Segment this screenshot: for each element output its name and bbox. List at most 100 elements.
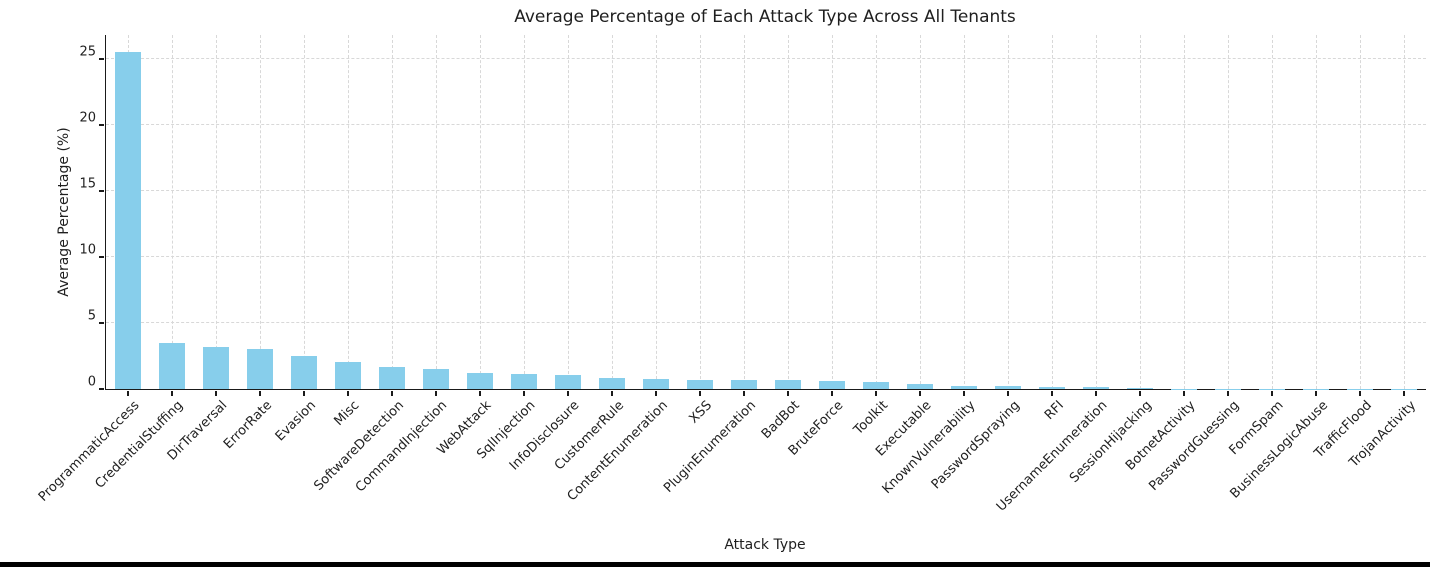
v-gridline bbox=[1008, 35, 1009, 389]
bar-CommandInjection bbox=[423, 369, 449, 389]
h-gridline bbox=[106, 321, 1426, 323]
x-tick-mark bbox=[171, 390, 173, 396]
v-gridline bbox=[436, 35, 437, 389]
h-gridline bbox=[106, 189, 1426, 191]
x-tick-mark bbox=[391, 390, 393, 396]
bar-ErrorRate bbox=[247, 349, 273, 389]
bar-CredentialStuffing bbox=[159, 342, 185, 389]
x-tick-mark bbox=[435, 390, 437, 396]
v-gridline bbox=[524, 35, 525, 389]
bottom-rule bbox=[0, 562, 1430, 567]
x-tick-mark bbox=[831, 390, 833, 396]
bar-SessionHijacking bbox=[1127, 388, 1153, 389]
plot-area: 0 5 10 15 20 25 ProgrammaticAccess CredentialSt… bbox=[36, 35, 1426, 515]
bar-KnownVulnerability bbox=[951, 385, 977, 389]
x-axis-label: Attack Type bbox=[724, 537, 806, 553]
x-tick-mark bbox=[347, 390, 349, 396]
v-gridline bbox=[392, 35, 393, 389]
chart-title: Average Percentage of Each Attack Type A… bbox=[514, 7, 1016, 27]
x-tick-mark bbox=[787, 390, 789, 396]
y-tick-mark bbox=[99, 388, 105, 390]
y-tick-mark bbox=[99, 123, 105, 126]
bar-PasswordSpraying bbox=[995, 386, 1021, 389]
x-tick-mark bbox=[259, 390, 261, 396]
bar-Toolkit bbox=[863, 381, 889, 389]
bar-InfoDisclosure bbox=[555, 375, 581, 389]
v-gridline bbox=[480, 35, 481, 389]
bar-WebAttack bbox=[467, 373, 493, 389]
v-gridline bbox=[1140, 35, 1141, 389]
y-tick-mark bbox=[99, 322, 105, 324]
x-tick-mark bbox=[479, 390, 481, 396]
v-gridline bbox=[964, 35, 965, 389]
v-gridline bbox=[920, 35, 921, 389]
x-tick-mark bbox=[963, 390, 965, 396]
x-tick-mark bbox=[1227, 390, 1229, 396]
v-gridline bbox=[216, 35, 217, 389]
v-gridline bbox=[1184, 35, 1185, 389]
bar-Misc bbox=[335, 361, 361, 389]
bar-DirTraversal bbox=[203, 346, 229, 389]
h-gridline bbox=[106, 255, 1426, 257]
y-tick-label: 20 bbox=[79, 110, 96, 126]
y-tick-mark bbox=[99, 57, 105, 60]
v-gridline bbox=[700, 35, 701, 389]
bar-RFI bbox=[1039, 386, 1065, 389]
x-tick-mark bbox=[611, 390, 613, 396]
v-gridline bbox=[832, 35, 833, 389]
bar-Evasion bbox=[291, 355, 317, 389]
x-tick-mark bbox=[1359, 390, 1361, 396]
bar-XSS bbox=[687, 379, 713, 389]
x-tick-mark bbox=[875, 390, 877, 396]
bar-ProgrammaticAccess bbox=[115, 52, 141, 389]
v-gridline bbox=[876, 35, 877, 389]
h-gridline bbox=[106, 57, 1426, 59]
bar-BruteForce bbox=[819, 381, 845, 389]
bar-ContentEnumeration bbox=[643, 378, 669, 389]
bar-SqlInjection bbox=[511, 374, 537, 389]
y-tick-label: 25 bbox=[79, 44, 96, 60]
x-tick-mark bbox=[215, 390, 217, 396]
bar-BadBot bbox=[775, 380, 801, 389]
bar-CustomerRule bbox=[599, 377, 625, 389]
v-gridline bbox=[172, 35, 173, 389]
v-gridline bbox=[1360, 35, 1361, 389]
v-gridline bbox=[348, 35, 349, 389]
x-tick-mark bbox=[699, 390, 701, 396]
x-tick-mark bbox=[523, 390, 525, 396]
x-tick-mark bbox=[1095, 390, 1097, 396]
v-gridline bbox=[568, 35, 569, 389]
x-tick-mark bbox=[303, 390, 305, 396]
y-tick-mark bbox=[99, 256, 105, 258]
v-gridline bbox=[1272, 35, 1273, 389]
x-tick-mark bbox=[919, 390, 921, 396]
y-tick-mark bbox=[99, 189, 105, 192]
v-gridline bbox=[744, 35, 745, 389]
y-axis-label: Average Percentage (%) bbox=[56, 127, 72, 297]
x-tick-mark bbox=[567, 390, 569, 396]
x-tick-mark bbox=[1051, 390, 1053, 396]
bar-PluginEnumeration bbox=[731, 379, 757, 389]
v-gridline bbox=[1052, 35, 1053, 389]
x-tick-mark bbox=[1403, 390, 1405, 396]
v-gridline bbox=[1228, 35, 1229, 389]
bar-UsernameEnumeration bbox=[1083, 387, 1109, 389]
bar-Executable bbox=[907, 384, 933, 389]
v-gridline bbox=[260, 35, 261, 389]
x-tick-mark bbox=[655, 390, 657, 396]
y-tick-label: 5 bbox=[87, 308, 96, 324]
y-tick-label: 15 bbox=[79, 176, 96, 192]
v-gridline bbox=[1096, 35, 1097, 389]
x-tick-mark bbox=[1007, 390, 1009, 396]
v-gridline bbox=[1404, 35, 1405, 389]
bar-SoftwareDetection bbox=[379, 367, 405, 389]
v-gridline bbox=[304, 35, 305, 389]
y-tick-label: 0 bbox=[87, 374, 96, 390]
v-gridline bbox=[788, 35, 789, 389]
v-gridline bbox=[656, 35, 657, 389]
y-tick-label: 10 bbox=[79, 242, 96, 258]
x-tick-mark bbox=[743, 390, 745, 396]
x-tick-mark bbox=[1271, 390, 1273, 396]
v-gridline bbox=[612, 35, 613, 389]
